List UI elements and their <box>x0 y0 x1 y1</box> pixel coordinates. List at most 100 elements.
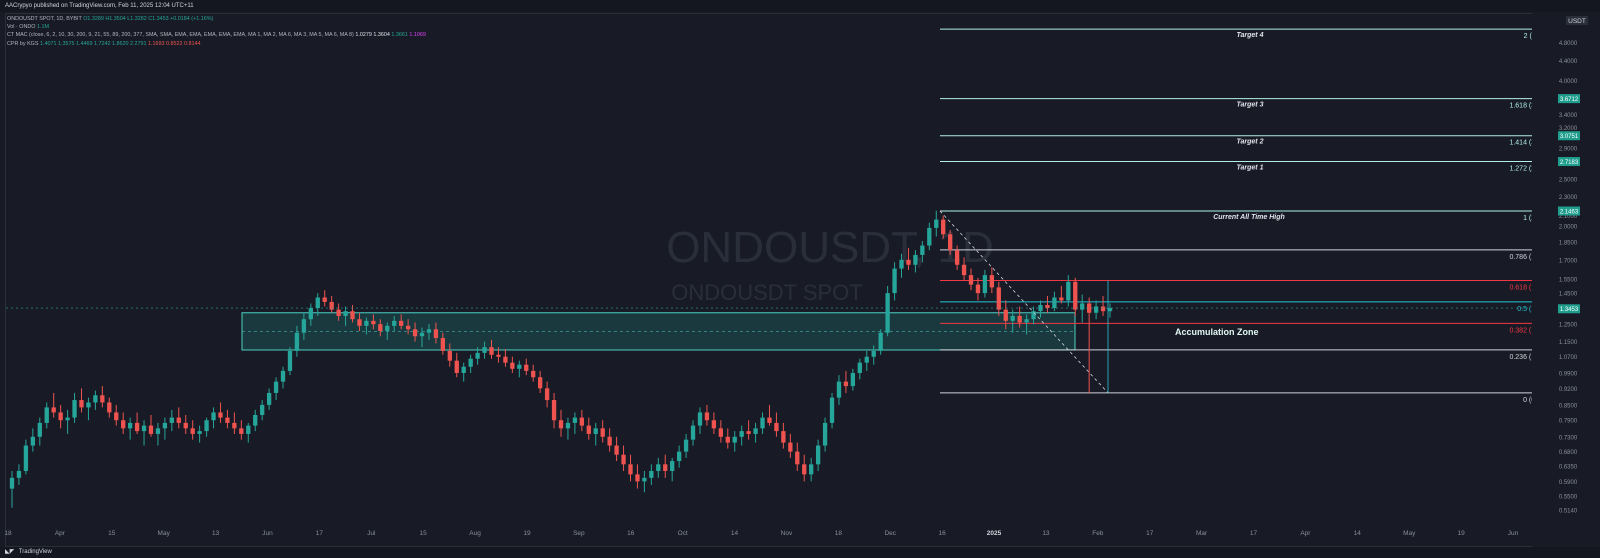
time-axis-label: Aug <box>469 530 481 537</box>
legend-cpr-row[interactable]: CPR by KGS 1.4071 1.3575 1.4469 1.7242 1… <box>7 40 426 48</box>
candle-body <box>593 428 598 434</box>
candle-body <box>1080 303 1085 310</box>
time-axis-label: 19 <box>523 530 531 537</box>
price-axis-tick: 1.7000 <box>1559 258 1578 264</box>
candle-body <box>58 412 63 421</box>
candle-body <box>447 350 452 361</box>
candle-body <box>246 425 251 434</box>
price-axis-tick: 1.0700 <box>1559 355 1578 361</box>
publish-bar: AACrypyo published on TradingView.com, F… <box>0 0 1600 12</box>
candle-body <box>899 259 904 269</box>
candle-body <box>482 347 487 353</box>
time-axis-label: Nov <box>781 530 793 537</box>
candle-body <box>266 392 272 405</box>
legend-symbol-row[interactable]: ONDOUSDT SPOT, 1D, BYBIT O1.3289 H1.3504… <box>7 15 426 23</box>
legend-volume-row[interactable]: Vol · ONDO 1.1M <box>7 23 426 31</box>
candle-body <box>906 259 911 265</box>
price-axis-tick: 0.9200 <box>1559 387 1578 393</box>
candle-body <box>656 464 661 471</box>
price-badge <box>1558 94 1580 104</box>
time-axis-label: 13 <box>1042 530 1050 537</box>
candle-body <box>711 420 717 429</box>
price-axis-tick: 0.6350 <box>1559 464 1578 470</box>
candle-body <box>1086 303 1092 313</box>
time-axis-label: Apr <box>55 530 66 537</box>
price-axis-tick: 0.5900 <box>1559 480 1578 486</box>
currency-label: USDT <box>1568 18 1586 25</box>
candle-body <box>9 477 15 489</box>
legend-cpr-value: 1.8620 <box>111 40 129 47</box>
candle-body <box>544 388 550 401</box>
candle-body <box>204 420 209 432</box>
candle-body <box>753 428 758 434</box>
candle-body <box>385 325 390 331</box>
candle-body <box>607 436 612 446</box>
candle-body <box>357 319 362 326</box>
candle-body <box>364 320 369 326</box>
candle-body <box>253 415 258 426</box>
price-badge-label: 2.1463 <box>1560 209 1579 215</box>
time-axis-label: Mar <box>1196 530 1208 537</box>
indicator-legend: ONDOUSDT SPOT, 1D, BYBIT O1.3289 H1.3504… <box>7 15 426 48</box>
candle-body <box>107 402 112 413</box>
candle-body <box>628 464 633 475</box>
candle-body <box>878 332 883 351</box>
candle-body <box>72 400 77 418</box>
price-badge <box>1558 157 1580 167</box>
time-axis-label: 17 <box>1146 530 1154 537</box>
time-axis-label: Oct <box>678 530 688 537</box>
candle-body <box>857 362 862 373</box>
price-axis-tick: 0.8500 <box>1559 403 1578 409</box>
time-axis-label: Jul <box>367 530 376 537</box>
candle-body <box>1031 311 1036 320</box>
candle-body <box>635 474 640 482</box>
watermark-subtitle: ONDOUSDT SPOT <box>671 280 863 305</box>
legend-high: H1.3504 <box>105 16 126 22</box>
price-axis-tick: 0.9900 <box>1559 371 1578 377</box>
price-badge-label: 3.6712 <box>1560 97 1579 103</box>
fib-target-label: Target 2 <box>1237 139 1264 146</box>
candle-body <box>690 425 696 440</box>
candle-body <box>621 454 626 465</box>
candle-body <box>850 372 856 387</box>
candle-body <box>822 422 828 446</box>
legend-vol-label: Vol · ONDO <box>7 24 36 31</box>
candle-body <box>537 377 543 389</box>
candle-body <box>941 219 946 235</box>
price-axis-tick: 3.4000 <box>1559 113 1578 119</box>
price-axis-tick: 2.5000 <box>1559 178 1578 184</box>
price-axis-tick: 0.5140 <box>1559 509 1578 515</box>
legend-cpr: CPR by KGS <box>7 40 39 47</box>
price-axis-tick: 3.2000 <box>1559 126 1578 132</box>
footer-brand[interactable]: TradingView <box>18 549 52 555</box>
price-axis-tick: 4.8000 <box>1559 41 1578 47</box>
candle-body <box>1059 297 1064 301</box>
price-axis-tick: 0.7300 <box>1559 435 1578 441</box>
legend-open: O1.3289 <box>83 16 104 22</box>
time-axis-label: 17 <box>316 530 324 537</box>
candle-body <box>663 464 668 471</box>
legend-ctmac-row[interactable]: CT MAC (close, 6, 2, 10, 30, 200, 9, 21,… <box>7 31 426 39</box>
price-axis-tick: 2.1000 <box>1559 214 1578 220</box>
time-axis-label: Jun <box>262 530 273 537</box>
candle-body <box>232 422 237 429</box>
candle-body <box>558 420 564 429</box>
tradingview-logo-icon[interactable]: ◣◤ <box>5 549 15 555</box>
candle-body <box>510 362 515 369</box>
candle-body <box>982 275 988 294</box>
candle-body <box>30 436 36 446</box>
candle-body <box>885 293 890 333</box>
candle-body <box>829 397 835 423</box>
candle-body <box>975 284 981 294</box>
candle-body <box>788 442 793 452</box>
price-badge <box>1558 304 1580 314</box>
price-badge <box>1558 131 1580 141</box>
candle-body <box>141 425 147 432</box>
candle-body <box>399 320 404 326</box>
candle-body <box>127 422 133 429</box>
price-axis-tick: 4.0000 <box>1559 79 1578 85</box>
price-axis-tick: 0.6800 <box>1559 450 1578 456</box>
candle-body <box>767 417 772 423</box>
candle-body <box>218 412 223 418</box>
